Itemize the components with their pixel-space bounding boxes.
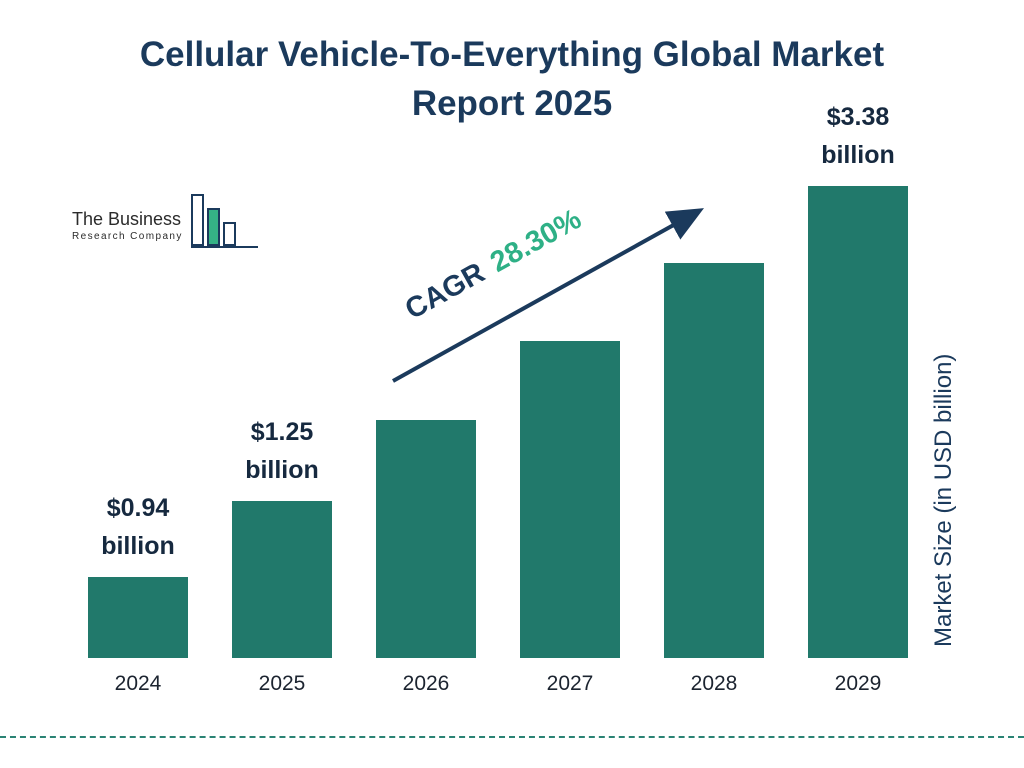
x-axis-label-2025: 2025 <box>258 672 306 695</box>
x-axis-label-2029: 2029 <box>834 672 882 695</box>
bar-column-2027: 2027 <box>520 98 620 695</box>
bar-column-2025: $1.25 billion 2025 <box>232 98 332 695</box>
bar-2026 <box>376 420 476 658</box>
bars: $0.94 billion 2024 $1.25 billion 2025 2026 2027… <box>88 98 908 695</box>
bar-chart-logo-icon <box>190 194 258 248</box>
value-label-2024: $0.94 billion <box>101 494 175 561</box>
logo-bar-2 <box>206 208 220 246</box>
value-label-2025: $1.25 billion <box>245 417 319 484</box>
bar-2024 <box>88 577 188 658</box>
bar-column-2024: $0.94 billion 2024 <box>88 98 188 695</box>
bar-column-2028: 2028 <box>664 98 764 695</box>
logo-bar-3 <box>222 222 236 246</box>
x-axis-label-2028: 2028 <box>690 672 738 695</box>
x-axis-label-2027: 2027 <box>546 672 594 695</box>
bar-2025 <box>232 500 332 658</box>
company-logo-text: The Business Research Company <box>72 209 183 246</box>
company-logo: The Business Research Company <box>72 192 258 248</box>
y-axis-label: Market Size (in USD billion) <box>930 353 957 647</box>
bottom-dashed-divider <box>0 736 1024 738</box>
bar-2027 <box>520 341 620 658</box>
company-subname: Research Company <box>72 231 183 242</box>
bar-2029 <box>808 186 908 658</box>
logo-bar-1 <box>190 194 204 246</box>
x-axis-label-2024: 2024 <box>114 672 162 695</box>
company-name: The Business <box>72 209 182 229</box>
chart-title-line1: Cellular Vehicle-To-Everything Global Ma… <box>139 35 885 74</box>
chart-title: Cellular Vehicle-To-Everything Global Ma… <box>0 30 1024 128</box>
bar-2028 <box>664 262 764 658</box>
value-label-2029: $3.38 billion <box>821 103 895 169</box>
chart-title-line2: Report 2025 <box>411 84 613 123</box>
bar-column-2026: 2026 <box>376 98 476 695</box>
x-axis-label-2026: 2026 <box>402 672 450 695</box>
bar-column-2029: $3.38 billion 2029 <box>808 98 908 695</box>
